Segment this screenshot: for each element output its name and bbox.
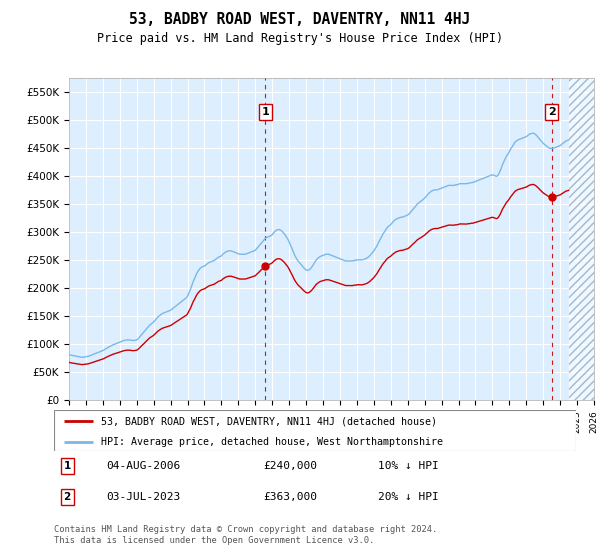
Text: 1: 1 xyxy=(64,461,71,471)
Text: 1: 1 xyxy=(262,107,269,117)
Text: 53, BADBY ROAD WEST, DAVENTRY, NN11 4HJ: 53, BADBY ROAD WEST, DAVENTRY, NN11 4HJ xyxy=(130,12,470,27)
Text: £240,000: £240,000 xyxy=(263,461,317,471)
Text: 04-AUG-2006: 04-AUG-2006 xyxy=(106,461,181,471)
Text: HPI: Average price, detached house, West Northamptonshire: HPI: Average price, detached house, West… xyxy=(101,437,443,447)
Text: Contains HM Land Registry data © Crown copyright and database right 2024.
This d: Contains HM Land Registry data © Crown c… xyxy=(54,525,437,545)
Text: 2: 2 xyxy=(548,107,556,117)
Text: Price paid vs. HM Land Registry's House Price Index (HPI): Price paid vs. HM Land Registry's House … xyxy=(97,32,503,45)
Text: 03-JUL-2023: 03-JUL-2023 xyxy=(106,492,181,502)
Text: 2: 2 xyxy=(64,492,71,502)
Text: £363,000: £363,000 xyxy=(263,492,317,502)
Text: 10% ↓ HPI: 10% ↓ HPI xyxy=(377,461,439,471)
Text: 53, BADBY ROAD WEST, DAVENTRY, NN11 4HJ (detached house): 53, BADBY ROAD WEST, DAVENTRY, NN11 4HJ … xyxy=(101,417,437,426)
Text: 20% ↓ HPI: 20% ↓ HPI xyxy=(377,492,439,502)
